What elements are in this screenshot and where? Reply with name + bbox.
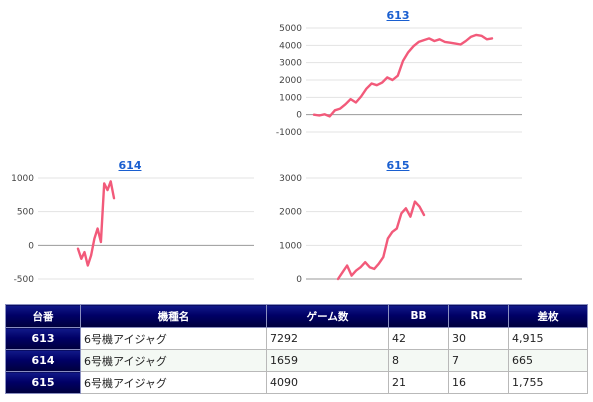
chart-613-svg: 5000 4000 3000 2000 1000 0 -1000: [276, 24, 522, 138]
header-game-count: ゲーム数: [266, 304, 389, 328]
cell-bb: 8: [388, 349, 449, 372]
header-model-name: 機種名: [80, 304, 267, 328]
y-tick-label: 500: [17, 208, 34, 218]
y-tick-label: 2000: [279, 76, 302, 86]
header-bb: BB: [388, 304, 449, 328]
machine-data-table: 台番 機種名 ゲーム数 BB RB 差枚 613 6号機アイジャグ 7292 4…: [5, 304, 588, 394]
y-tick-label: 0: [296, 111, 302, 121]
cell-model-name: 6号機アイジャグ: [80, 349, 267, 372]
chart-title-613[interactable]: 613: [386, 9, 410, 22]
y-tick-label: 2000: [279, 208, 302, 218]
y-tick-label: 3000: [279, 174, 302, 184]
chart-614: 614 1000 500 0 -500: [0, 156, 260, 290]
header-difference: 差枚: [508, 304, 588, 328]
y-tick-label: 0: [296, 275, 302, 285]
cell-rb: 16: [448, 371, 509, 394]
chart-615-svg: 3000 2000 1000 0: [279, 174, 522, 285]
chart-title-614[interactable]: 614: [118, 159, 142, 172]
cell-machine-number: 613: [5, 327, 81, 350]
y-tick-label: 1000: [11, 174, 34, 184]
cell-game-count: 1659: [266, 349, 389, 372]
cell-game-count: 7292: [266, 327, 389, 350]
y-tick-label: 4000: [279, 41, 302, 51]
header-machine-number: 台番: [5, 304, 81, 328]
y-tick-label: -1000: [276, 128, 302, 138]
cell-difference: 665: [508, 349, 588, 372]
header-rb: RB: [448, 304, 509, 328]
cell-game-count: 4090: [266, 371, 389, 394]
series-line: [312, 33, 494, 118]
table-row: 614 6号機アイジャグ 1659 8 7 665: [5, 349, 588, 372]
chart-title-615[interactable]: 615: [386, 159, 410, 172]
cell-difference: 4,915: [508, 327, 588, 350]
chart-613: 613 5000 4000 3000 2000 1000 0 -1000: [268, 6, 528, 140]
series-line: [336, 200, 426, 281]
cell-bb: 42: [388, 327, 449, 350]
chart-614-svg: 1000 500 0 -500: [11, 174, 254, 285]
cell-model-name: 6号機アイジャグ: [80, 371, 267, 394]
cell-machine-number: 615: [5, 371, 81, 394]
chart-615: 615 3000 2000 1000 0: [268, 156, 528, 290]
y-tick-label: 3000: [279, 59, 302, 69]
series-line: [76, 180, 116, 267]
y-tick-label: 1000: [279, 241, 302, 251]
cell-rb: 7: [448, 349, 509, 372]
cell-rb: 30: [448, 327, 509, 350]
y-tick-label: 5000: [279, 24, 302, 34]
cell-machine-number: 614: [5, 349, 81, 372]
table-row: 613 6号機アイジャグ 7292 42 30 4,915: [5, 327, 588, 350]
table-header-row: 台番 機種名 ゲーム数 BB RB 差枚: [5, 304, 588, 328]
y-tick-label: -500: [14, 275, 35, 285]
y-tick-label: 0: [28, 241, 34, 251]
cell-difference: 1,755: [508, 371, 588, 394]
y-tick-label: 1000: [279, 93, 302, 103]
table-row: 615 6号機アイジャグ 4090 21 16 1,755: [5, 371, 588, 394]
cell-model-name: 6号機アイジャグ: [80, 327, 267, 350]
cell-bb: 21: [388, 371, 449, 394]
